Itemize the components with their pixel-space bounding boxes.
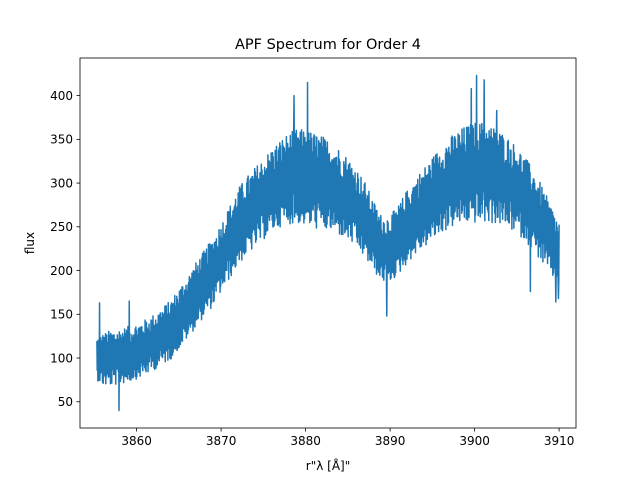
plot-frame: [79, 57, 577, 429]
y-tick-label: 250: [50, 220, 73, 234]
y-tick-label: 100: [50, 351, 73, 365]
axes: 3860 3870 3880 3890 3900 3910 50 100 150 200 250 30…: [50, 57, 577, 448]
y-tick-label: 50: [58, 395, 73, 409]
y-axis-label: flux: [23, 232, 37, 254]
x-tick-label: 3860: [121, 434, 152, 448]
y-tick-label: 400: [50, 89, 73, 103]
y-tick-label: 150: [50, 308, 73, 322]
x-tick-label: 3880: [290, 434, 321, 448]
y-tick-label: 350: [50, 133, 73, 147]
plot-area: [96, 74, 560, 412]
y-tick-label: 200: [50, 264, 73, 278]
x-tick-label: 3910: [544, 434, 575, 448]
x-tick-label: 3890: [375, 434, 406, 448]
x-axis-label: r"λ [Å]": [306, 458, 350, 473]
y-tick-label: 300: [50, 176, 73, 190]
chart-title: APF Spectrum for Order 4: [235, 37, 421, 53]
x-tick-label: 3870: [206, 434, 237, 448]
series-line: [96, 74, 560, 412]
x-tick-label: 3900: [459, 434, 490, 448]
